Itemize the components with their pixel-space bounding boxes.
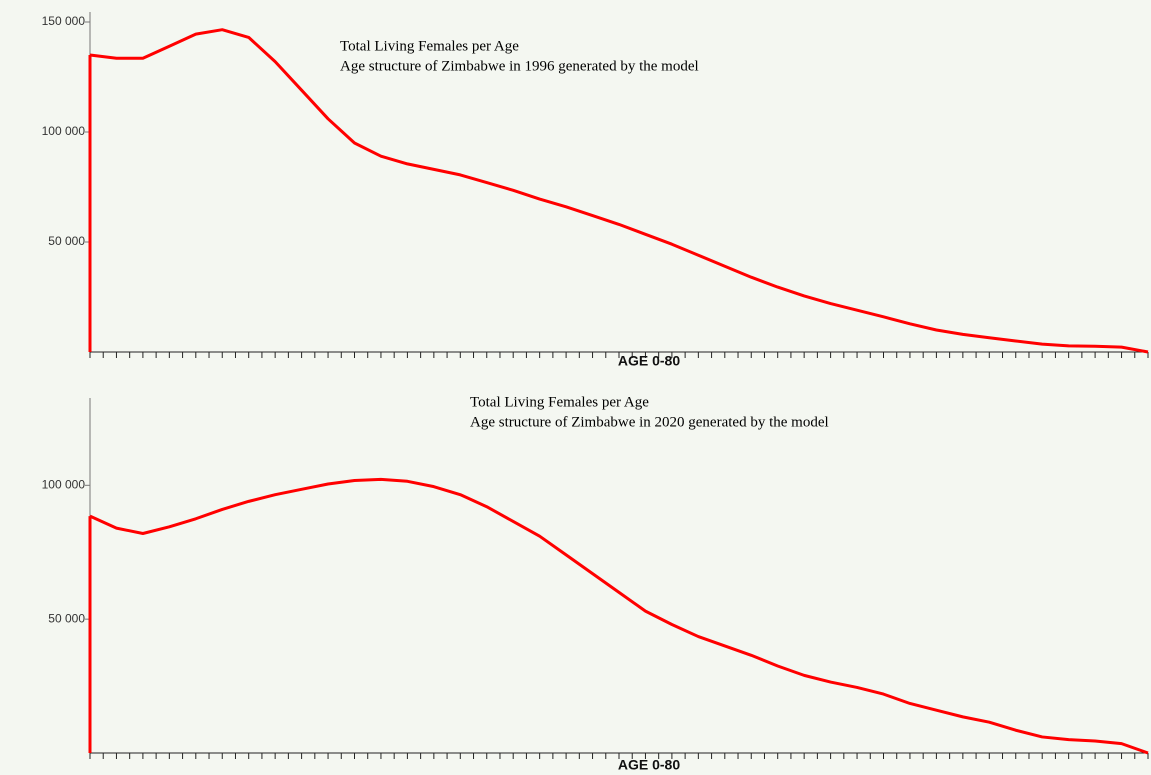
chart-subtitle: Age structure of Zimbabwe in 1996 genera… (340, 58, 699, 74)
y-tick-label: 100 000 (42, 477, 86, 491)
y-tick-label: 50 000 (48, 234, 85, 248)
series-line (89, 28, 1149, 354)
chart-title: Total Living Females per Age (340, 38, 519, 54)
y-tick-label: 150 000 (42, 14, 86, 28)
series-line (89, 477, 1149, 755)
y-tick-label: 50 000 (48, 611, 85, 625)
chart-subtitle: Age structure of Zimbabwe in 2020 genera… (470, 414, 829, 430)
y-tick-label: 100 000 (42, 124, 86, 138)
x-axis-label: AGE 0-80 (618, 353, 680, 369)
x-axis-label: AGE 0-80 (618, 757, 680, 773)
chart-title: Total Living Females per Age (470, 394, 649, 410)
